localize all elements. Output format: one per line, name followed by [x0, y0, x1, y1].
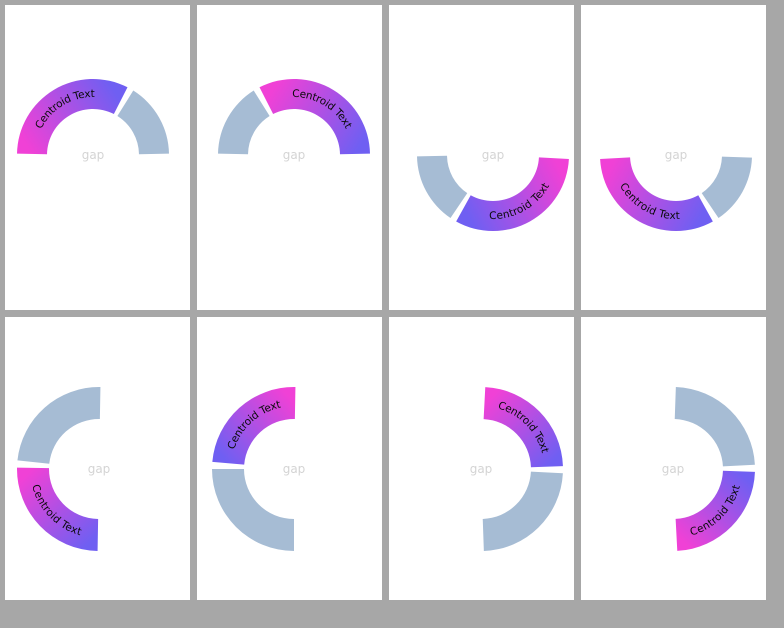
chart-panel-7: Centroid Text gap	[389, 317, 574, 600]
center-gap-label: gap	[283, 462, 306, 476]
plain-arc-segment	[117, 90, 169, 155]
plain-arc-segment	[417, 155, 468, 219]
gradient-arc-segment	[259, 78, 370, 155]
center-gap-label: gap	[482, 148, 505, 162]
plain-arc-segment	[701, 156, 752, 219]
chart-panel-3: Centroid Text gap	[389, 5, 574, 310]
plain-arc-segment	[17, 386, 101, 464]
center-gap-label: gap	[470, 462, 493, 476]
chart-panel-5: Centroid Text gap	[5, 317, 190, 600]
chart-panel-2: Centroid Text gap	[197, 5, 382, 310]
plain-arc-segment	[212, 469, 294, 551]
center-gap-label: gap	[283, 148, 306, 162]
center-gap-label: gap	[82, 148, 105, 162]
gradient-arc-segment	[483, 387, 563, 468]
gradient-arc-segment	[600, 157, 713, 232]
chart-panel-6: Centroid Text gap	[197, 317, 382, 600]
center-gap-label: gap	[665, 148, 688, 162]
gradient-arc-segment	[675, 470, 755, 551]
plain-arc-segment	[482, 471, 563, 551]
gradient-arc-segment	[212, 386, 296, 465]
chart-panel-8: Centroid Text gap	[581, 317, 766, 600]
gradient-arc-segment	[16, 467, 99, 551]
plain-arc-segment	[218, 90, 270, 155]
chart-panel-4: Centroid Text gap	[581, 5, 766, 310]
gradient-arc-segment	[456, 157, 569, 232]
center-gap-label: gap	[662, 462, 685, 476]
center-gap-label: gap	[88, 462, 111, 476]
chart-panel-1: Centroid Text gap	[5, 5, 190, 310]
plain-arc-segment	[674, 387, 755, 467]
gradient-arc-segment	[17, 78, 128, 155]
